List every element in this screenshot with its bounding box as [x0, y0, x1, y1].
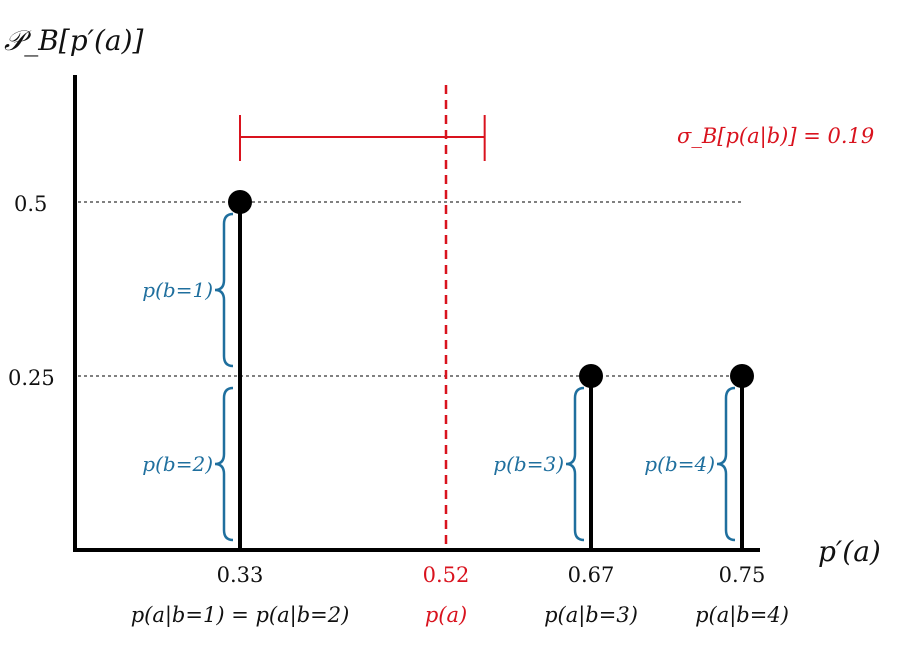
x-axis-label: p′(a) — [818, 535, 881, 568]
stem-marker-1 — [579, 364, 603, 388]
cond-label-1: p(a|b=3) — [544, 603, 638, 628]
brace-1-0 — [565, 386, 585, 542]
stem-marker-2 — [730, 364, 754, 388]
stem-marker-0 — [228, 190, 252, 214]
y-axis-label: 𝒫_B[p′(a)] — [4, 24, 144, 57]
y-tick-label-0: 0.5 — [14, 192, 47, 216]
brace-label-b1: p(b=1) — [142, 278, 213, 302]
brace-label-b3: p(b=3) — [493, 452, 564, 476]
y-tick-label-1: 0.25 — [8, 366, 55, 390]
brace-2-0 — [716, 386, 736, 542]
brace-label-b2: p(b=2) — [142, 452, 213, 476]
x-tick-label-0: 0.33 — [217, 563, 264, 587]
brace-label-b4: p(b=4) — [644, 452, 715, 476]
cond-label-0: p(a|b=1) = p(a|b=2) — [131, 603, 350, 628]
x-tick-label-1: 0.67 — [568, 563, 615, 587]
x-tick-label-mean: 0.52 — [423, 563, 470, 587]
cond-label-2: p(a|b=4) — [695, 603, 789, 628]
x-tick-label-2: 0.75 — [719, 563, 766, 587]
mean-label: p(a) — [425, 603, 467, 627]
std-bar-label: σ_B[p(a|b)] = 0.19 — [677, 124, 874, 149]
brace-0-1 — [214, 386, 234, 542]
brace-0-0 — [214, 212, 234, 368]
